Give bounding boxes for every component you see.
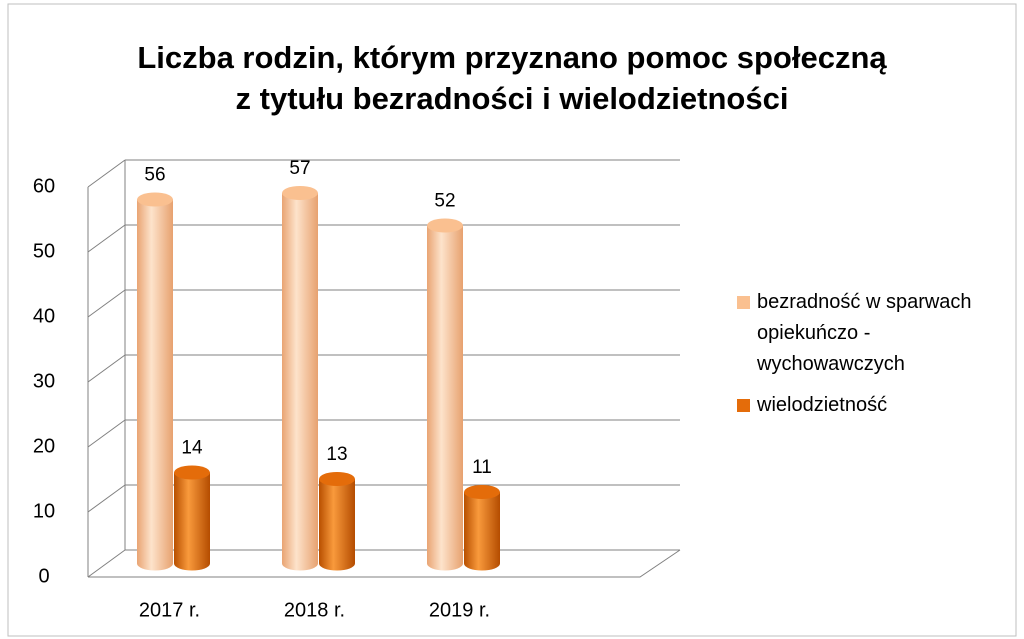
bar-top — [282, 186, 318, 200]
y-tick-label: 40 — [33, 305, 55, 327]
legend-label: wielodzietność — [757, 394, 888, 416]
legend-swatch — [737, 399, 750, 412]
data-label: 52 — [434, 191, 455, 212]
bar-top — [319, 472, 355, 486]
legend-entry: wielodzietność — [737, 390, 1007, 421]
chart-title: Liczba rodzin, którym przyznano pomoc sp… — [137, 40, 887, 75]
bar-body — [464, 492, 500, 571]
y-tick-label: 10 — [33, 500, 55, 522]
bar — [174, 465, 210, 571]
x-tick-label: 2018 r. — [284, 599, 345, 621]
chart-title: z tytułu bezradności i wielodzietności — [236, 81, 789, 116]
data-label: 13 — [326, 444, 347, 465]
data-label: 56 — [144, 165, 165, 186]
data-label: 11 — [472, 457, 492, 478]
bar-top — [137, 192, 173, 207]
bar — [427, 218, 463, 571]
data-label: 14 — [181, 438, 203, 459]
grid-line — [87, 484, 126, 513]
bar-body — [319, 479, 355, 571]
y-tick-label: 50 — [33, 240, 55, 262]
grid-line — [87, 354, 126, 383]
data-label: 57 — [289, 158, 310, 179]
bar-body — [427, 225, 463, 571]
grid-line — [87, 224, 126, 253]
bar — [282, 186, 318, 571]
bar — [464, 485, 500, 571]
floor-edge — [88, 549, 681, 578]
bar-top — [174, 465, 210, 480]
grid-line — [87, 159, 126, 188]
bar — [137, 192, 173, 571]
bar-body — [174, 472, 210, 571]
frame — [7, 3, 1017, 637]
x-tick-label: 2019 r. — [429, 599, 490, 621]
y-tick-label: 30 — [33, 370, 55, 392]
y-tick-label: 20 — [33, 435, 55, 457]
bar-body — [137, 199, 173, 571]
legend-label: bezradność w sparwach opiekuńczo - wycho… — [757, 291, 972, 375]
bar-top — [427, 218, 463, 233]
bar-body — [282, 193, 318, 571]
x-tick-label: 2017 r. — [139, 599, 200, 621]
legend-entry: bezradność w sparwach opiekuńczo - wycho… — [737, 287, 1007, 380]
bar — [319, 472, 355, 571]
grid-line — [87, 549, 126, 578]
legend-swatch — [737, 296, 750, 309]
y-tick-label: 60 — [33, 175, 55, 197]
y-tick-label: 0 — [38, 565, 49, 587]
grid-line — [87, 419, 126, 448]
legend: bezradność w sparwach opiekuńczo - wycho… — [737, 287, 1007, 431]
grid-line — [87, 289, 126, 318]
bar-top — [464, 485, 500, 499]
